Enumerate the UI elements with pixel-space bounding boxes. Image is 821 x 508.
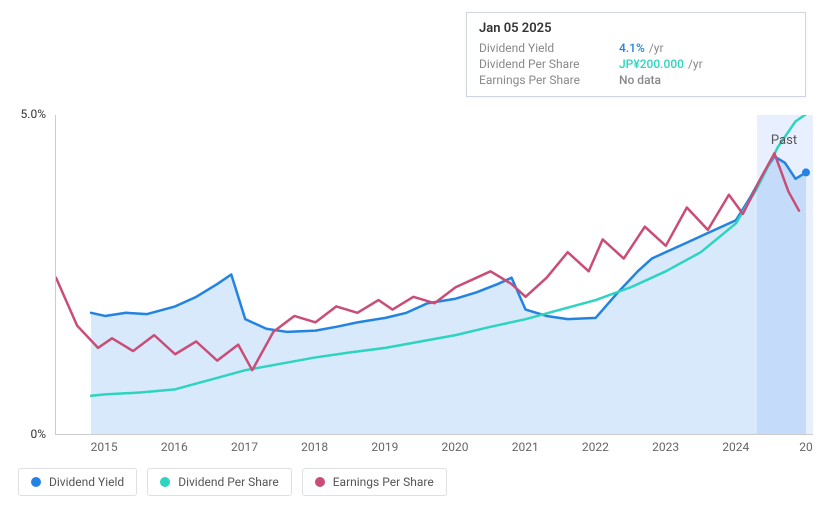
tooltip-row: Dividend Yield4.1% /yr — [479, 40, 793, 56]
x-axis-label: 2024 — [722, 440, 749, 454]
tooltip-row-value: JP¥200.000 — [619, 57, 684, 71]
legend-dot-icon — [31, 477, 41, 487]
x-axis-label: 20 — [799, 440, 813, 454]
tooltip-row-unit: /yr — [649, 41, 664, 55]
tooltip-row-label: Dividend Yield — [479, 41, 619, 55]
legend-item[interactable]: Earnings Per Share — [302, 468, 447, 496]
tooltip-row-value: 4.1% — [619, 41, 645, 55]
series-end-marker — [802, 168, 810, 176]
y-axis-label: 5.0% — [21, 107, 46, 121]
x-axis-label: 2017 — [231, 440, 258, 454]
x-axis-label: 2023 — [652, 440, 679, 454]
x-axis-label: 2016 — [161, 440, 188, 454]
tooltip-row: Dividend Per ShareJP¥200.000/yr — [479, 56, 793, 72]
chart-tooltip: Jan 05 2025 Dividend Yield4.1%/yrDividen… — [466, 12, 806, 97]
x-axis-label: 2022 — [582, 440, 609, 454]
legend-item[interactable]: Dividend Per Share — [147, 468, 292, 496]
tooltip-row-label: Earnings Per Share — [479, 73, 619, 87]
chart-legend: Dividend Yield Dividend Per Share Earnings… — [18, 468, 447, 496]
x-axis-label: 2018 — [301, 440, 328, 454]
tooltip-row-value: No data — [619, 73, 661, 87]
x-axis-label: 2015 — [91, 440, 118, 454]
legend-dot-icon — [160, 477, 170, 487]
legend-label: Dividend Per Share — [178, 475, 279, 489]
x-axis-label: 2020 — [442, 440, 469, 454]
tooltip-date: Jan 05 2025 — [479, 21, 793, 36]
y-axis-label: 0% — [30, 427, 46, 441]
past-region-label: Past — [771, 133, 797, 148]
x-axis-label: 2019 — [371, 440, 398, 454]
tooltip-row-label: Dividend Per Share — [479, 57, 619, 71]
chart-plot-area[interactable] — [55, 115, 813, 435]
legend-dot-icon — [315, 477, 325, 487]
legend-label: Earnings Per Share — [333, 475, 434, 489]
tooltip-row: Earnings Per ShareNo data — [479, 72, 793, 88]
legend-item[interactable]: Dividend Yield — [18, 468, 137, 496]
legend-label: Dividend Yield — [49, 475, 124, 489]
dividend-chart: 0% 5.0% 2015 2016 2017 2018 2019 2020 2021 2022 2… — [0, 0, 821, 508]
tooltip-row-unit: /yr — [688, 57, 703, 71]
x-axis-label: 2021 — [512, 440, 539, 454]
